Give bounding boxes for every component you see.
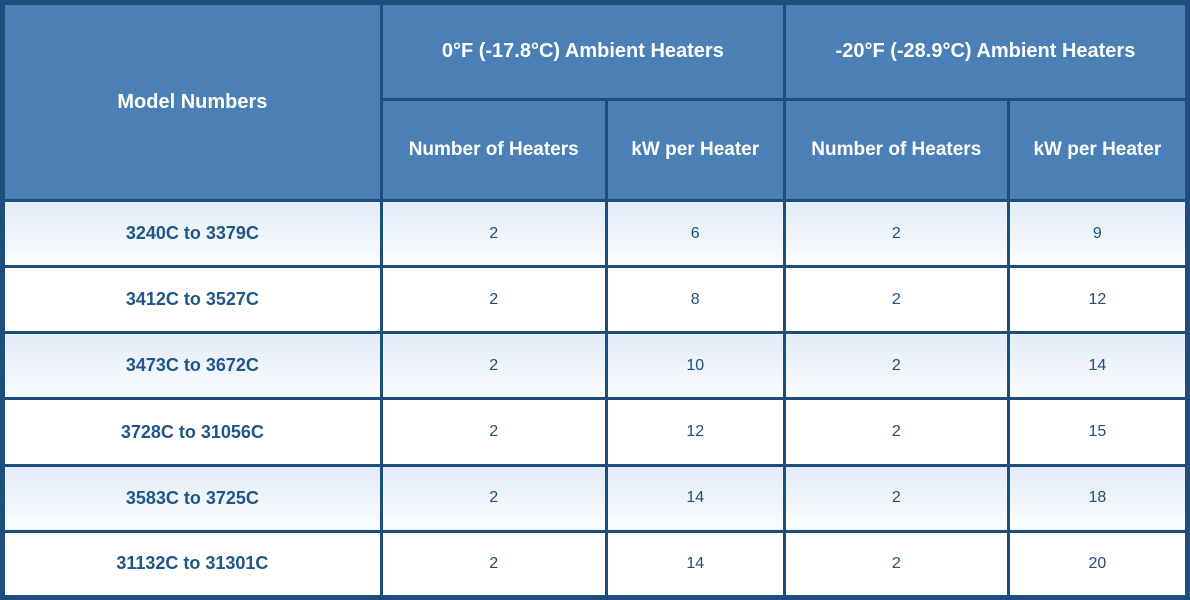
model-range-cell: 31132C to 31301C [1,529,383,600]
col-group-0f-ambient: 0°F (-17.8°C) Ambient Heaters [379,1,786,101]
heaters-minus20f-cell: 2 [782,331,1010,401]
heaters-minus20f-cell: 2 [782,198,1010,269]
model-range-cell: 3728C to 31056C [1,397,383,467]
table-row: 3583C to 3725C 2 14 2 18 [1,463,1190,533]
heaters-0f-cell: 2 [379,331,608,401]
col-header-number-of-heaters-0f: Number of Heaters [379,98,608,202]
heaters-minus20f-cell: 2 [782,265,1010,335]
kw-minus20f-cell: 20 [1006,529,1190,600]
col-header-number-of-heaters-minus20f: Number of Heaters [782,98,1010,202]
model-range-cell: 3583C to 3725C [1,463,383,533]
col-header-kw-per-heater-0f: kW per Heater [604,98,786,202]
table-row: 31132C to 31301C 2 14 2 20 [1,529,1190,600]
heaters-0f-cell: 2 [379,529,608,600]
heaters-0f-cell: 2 [379,265,608,335]
model-range-cell: 3412C to 3527C [1,265,383,335]
kw-minus20f-cell: 15 [1006,397,1190,467]
kw-minus20f-cell: 9 [1006,198,1190,269]
header-row-subcolumns: Number of Heaters kW per Heater Number o… [3,98,1190,202]
kw-minus20f-cell: 12 [1006,265,1190,335]
table-row: 3473C to 3672C 2 10 2 14 [1,331,1190,401]
heaters-0f-cell: 2 [379,397,608,467]
col-header-model-numbers: Model Numbers [1,1,383,202]
table-row: 3412C to 3527C 2 8 2 12 [1,265,1190,335]
kw-0f-cell: 12 [604,397,786,467]
heaters-minus20f-cell: 2 [782,463,1010,533]
heaters-0f-cell: 2 [379,463,608,533]
header-row-groups: Model Numbers 0°F (-17.8°C) Ambient Heat… [1,1,1190,202]
kw-0f-cell: 14 [604,529,786,600]
kw-0f-cell: 14 [604,463,786,533]
col-group-minus20f-ambient: -20°F (-28.9°C) Ambient Heaters [782,1,1190,101]
heaters-0f-cell: 2 [379,198,608,269]
heaters-minus20f-cell: 2 [782,529,1010,600]
model-range-cell: 3473C to 3672C [1,331,383,401]
table-row: 3728C to 31056C 2 12 2 15 [1,397,1190,467]
heaters-minus20f-cell: 2 [782,397,1010,467]
model-range-cell: 3240C to 3379C [1,198,383,269]
kw-0f-cell: 6 [604,198,786,269]
table-body: 3240C to 3379C 2 6 2 9 3412C to 3527C 2 … [1,198,1190,600]
kw-minus20f-cell: 18 [1006,463,1190,533]
kw-minus20f-cell: 14 [1006,331,1190,401]
table-row: 3240C to 3379C 2 6 2 9 [1,198,1190,269]
table-header: Model Numbers 0°F (-17.8°C) Ambient Heat… [1,1,1190,202]
kw-0f-cell: 8 [604,265,786,335]
kw-0f-cell: 10 [604,331,786,401]
col-header-kw-per-heater-minus20f: kW per Heater [1006,98,1190,202]
